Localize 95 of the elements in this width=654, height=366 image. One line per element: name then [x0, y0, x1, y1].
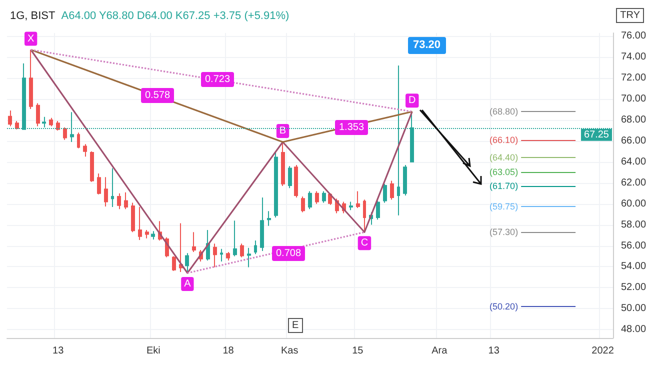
ref-line-label: (59.75) — [490, 201, 518, 212]
candlestick — [42, 116, 46, 128]
candlestick — [301, 196, 305, 213]
candlestick — [29, 49, 33, 110]
candlestick — [104, 176, 108, 207]
candlestick — [254, 240, 257, 255]
ref-line-label: (61.70) — [490, 181, 518, 192]
data-label: B — [279, 126, 286, 137]
candlestick — [131, 202, 135, 233]
candlestick — [349, 201, 353, 211]
annotation: 0.708 — [272, 246, 306, 261]
y-tick-label: 60.00 — [621, 198, 646, 210]
y-tick-label: 58.00 — [621, 219, 646, 230]
candlestick — [111, 168, 114, 208]
candlestick — [240, 243, 244, 258]
x-tick-label: 18 — [222, 346, 234, 356]
candlestick — [288, 166, 292, 189]
y-tick-label: 76.00 — [621, 30, 646, 42]
candlestick — [63, 126, 67, 140]
candlestick — [36, 102, 40, 127]
candlestick — [145, 230, 149, 239]
candlestick — [403, 164, 407, 196]
y-tick-label: 54.00 — [621, 261, 646, 272]
candlestick — [281, 142, 285, 187]
x-tick-label: 2022 — [592, 346, 614, 356]
candlestick — [172, 256, 176, 272]
annotation: 0.578 — [141, 88, 174, 103]
data-label: C — [360, 238, 368, 249]
candlestick — [117, 192, 121, 210]
y-tick-label: 72.00 — [621, 72, 646, 84]
candlestick — [185, 252, 189, 274]
ref-line-label: (50.20) — [490, 302, 518, 312]
candlestick — [260, 197, 264, 252]
annotation: 73.20 — [408, 37, 446, 54]
candlestick — [267, 210, 271, 226]
x-tick-label: Ara — [432, 346, 448, 356]
y-tick-label: 48.00 — [621, 324, 646, 336]
annotation: E — [288, 318, 303, 333]
candlestick — [274, 152, 278, 218]
candlestick — [247, 247, 251, 268]
ref-line-label: (64.40) — [490, 152, 518, 163]
candlestick — [308, 190, 312, 210]
candlestick — [83, 144, 87, 158]
candlestick — [192, 232, 196, 253]
candlestick — [233, 220, 237, 257]
candlestick — [363, 199, 366, 233]
y-tick-label: 56.00 — [621, 240, 646, 252]
candlestick — [124, 192, 128, 210]
candlestick — [226, 252, 230, 261]
x-tick-label: Eki — [146, 346, 160, 356]
candlestick — [90, 150, 94, 182]
data-label: X — [27, 33, 34, 44]
ref-line-label: (66.10) — [490, 134, 518, 145]
x-tick-label: Kas — [280, 346, 298, 356]
candlestick — [383, 183, 387, 204]
text: TRY — [616, 8, 644, 23]
y-tick-label: 66.00 — [621, 135, 646, 146]
x-tick-label: 13 — [52, 346, 64, 356]
candlestick — [376, 200, 380, 220]
candlestick — [49, 117, 53, 127]
y-tick-label: 68.00 — [621, 114, 646, 126]
chart-subtitle: A64.00 Y68.80 D64.00 K67.25 +3.75 (+5.91%) — [61, 10, 290, 22]
data-label: A — [184, 278, 192, 290]
candlestick — [213, 243, 217, 268]
y-tick-label: 74.00 — [621, 52, 646, 63]
candlestick — [15, 120, 19, 130]
candlestick — [390, 180, 394, 200]
candlestick — [328, 194, 332, 206]
candlestick — [315, 190, 319, 204]
x-tick-label: 13 — [488, 346, 500, 356]
ref-line-label: (57.30) — [490, 227, 518, 238]
data-label: D — [408, 95, 416, 106]
ref-line-label: 67.25 — [584, 129, 610, 140]
chart-title: 1G, BIST — [10, 10, 56, 22]
candlestick — [97, 172, 101, 195]
candlestick — [356, 190, 360, 209]
annotation: 1.353 — [335, 120, 368, 135]
y-tick-label: 52.00 — [621, 282, 646, 294]
candlestick — [8, 110, 12, 127]
annotation: 0.723 — [201, 72, 234, 87]
ref-line-label: (68.80) — [490, 106, 518, 117]
candlestick — [294, 164, 298, 198]
candlestick — [220, 248, 223, 262]
ref-line-label: (63.05) — [490, 166, 518, 177]
y-tick-label: 64.00 — [621, 156, 646, 168]
candlestick — [77, 132, 80, 149]
y-tick-label: 50.00 — [621, 303, 646, 314]
candlestick — [151, 230, 155, 240]
y-tick-label: 70.00 — [621, 94, 646, 105]
candlestick — [179, 222, 183, 272]
candlestick — [56, 120, 60, 131]
y-tick-label: 62.00 — [621, 177, 646, 188]
candlestick — [138, 206, 142, 240]
candlestick — [322, 190, 326, 204]
x-tick-label: 15 — [352, 346, 364, 356]
